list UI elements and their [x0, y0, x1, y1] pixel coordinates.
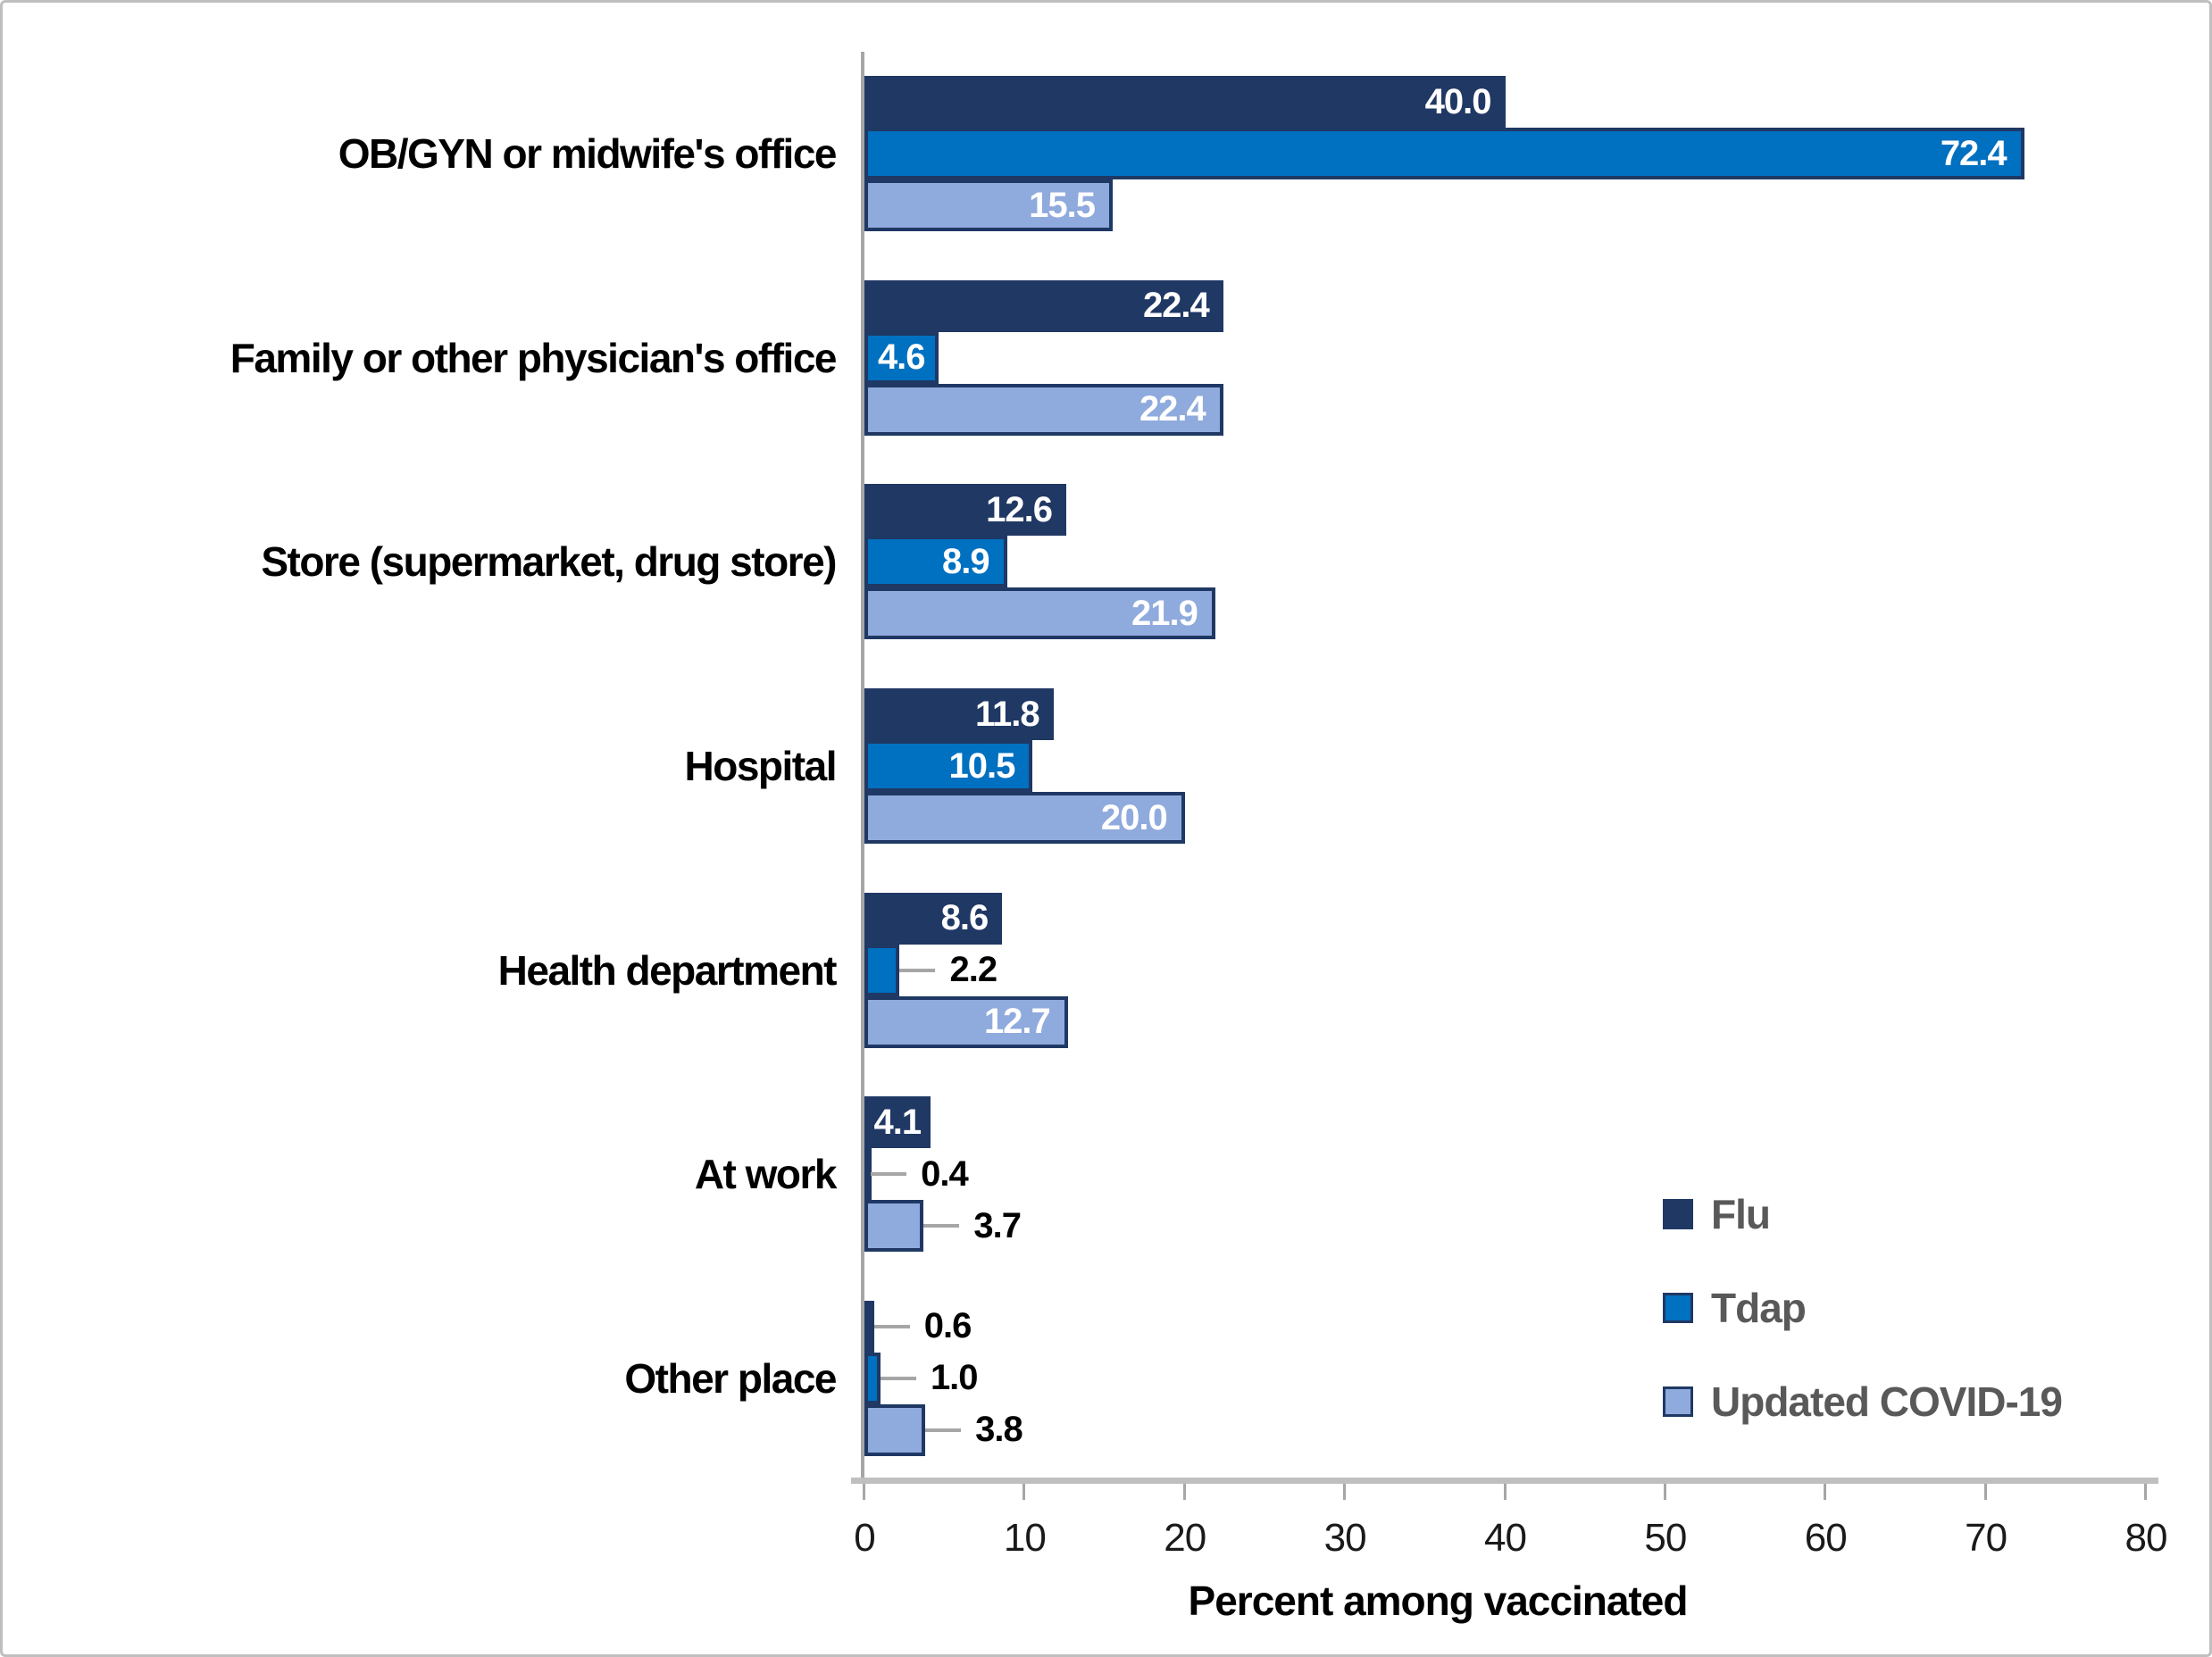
legend-item-updated-covid-19: Updated COVID-19 — [1663, 1377, 2063, 1427]
category-label-at-work: At work — [694, 1151, 838, 1198]
category-label-health-department: Health department — [497, 946, 838, 994]
updated-covid-19-value-label: 22.4 — [1139, 389, 1206, 429]
flu-value-label: 8.6 — [940, 898, 989, 938]
error-whisker — [923, 1224, 960, 1228]
legend-label: Tdap — [1711, 1285, 1807, 1331]
category-label-other-place: Other place — [624, 1354, 837, 1402]
category-label-store-supermarket-drug-store: Store (supermarket, drug store) — [261, 538, 837, 586]
legend-item-flu: Flu — [1663, 1189, 1771, 1239]
axis-tick — [1023, 1484, 1026, 1500]
flu-bar: 12.6 — [864, 484, 1066, 537]
axis-tick-label: 60 — [1804, 1516, 1848, 1560]
legend-swatch-icon — [1663, 1199, 1693, 1229]
x-axis-title: Percent among vaccinated — [1188, 1578, 1689, 1624]
updated-covid-19-bar: 21.9 — [864, 587, 1215, 640]
axis-tick-label: 30 — [1323, 1516, 1367, 1560]
axis-tick-label: 70 — [1965, 1516, 2007, 1560]
legend-label: Flu — [1711, 1191, 1771, 1237]
updated-covid-19-value-label: 12.7 — [983, 1002, 1051, 1042]
flu-value-label: 40.0 — [1424, 81, 1492, 121]
axis-tick-label: 50 — [1644, 1516, 1687, 1560]
flu-bar: 11.8 — [864, 688, 1054, 740]
error-whisker — [871, 1172, 907, 1177]
axis-tick-label: 20 — [1164, 1516, 1206, 1560]
flu-value-label: 12.6 — [986, 489, 1053, 529]
axis-tick — [1824, 1484, 1827, 1500]
flu-bar: 8.6 — [864, 892, 1003, 945]
axis-tick — [1182, 1484, 1186, 1500]
axis-tick — [2144, 1484, 2147, 1500]
updated-covid-19-bar: 22.4 — [864, 383, 1223, 436]
tdap-bar: 72.4 — [864, 128, 2024, 180]
category-label-hospital: Hospital — [684, 743, 838, 789]
axis-tick-label: 10 — [1003, 1516, 1047, 1560]
tdap-value-label: 4.6 — [877, 337, 926, 378]
flu-bar: 40.0 — [864, 76, 1506, 129]
axis-tick — [1503, 1484, 1507, 1500]
bar-chart: 0 10 20 30 40 50 60 70 80 40.0 72.4 15.5 22.4 4.6 22.… — [3, 3, 2209, 1654]
updated-covid-19-value-label: 21.9 — [1131, 593, 1198, 633]
legend-swatch-icon — [1663, 1386, 1693, 1417]
category-label-ob-gyn-or-midwife-s-office: OB/GYN or midwife's office — [338, 130, 838, 178]
tdap-bar — [864, 1148, 872, 1201]
updated-covid-19-value-label: 20.0 — [1100, 797, 1168, 837]
tdap-value-label: 72.4 — [1940, 133, 2007, 173]
updated-covid-19-bar — [864, 1403, 926, 1456]
tdap-bar: 10.5 — [864, 740, 1033, 792]
flu-value-label: 22.4 — [1142, 286, 1210, 326]
axis-tick — [1983, 1484, 1987, 1500]
flu-value-label: 0.6 — [923, 1306, 972, 1346]
error-whisker — [899, 968, 936, 972]
tdap-bar — [864, 944, 900, 996]
error-whisker — [873, 1324, 910, 1328]
axis-tick-label: 0 — [854, 1516, 875, 1560]
flu-bar — [864, 1300, 874, 1353]
flu-value-label: 11.8 — [975, 694, 1040, 734]
tdap-bar — [864, 1352, 881, 1404]
tdap-value-label: 0.4 — [921, 1153, 969, 1194]
error-whisker — [925, 1428, 962, 1432]
updated-covid-19-bar — [864, 1200, 924, 1253]
axis-tick — [1663, 1484, 1666, 1500]
error-whisker — [880, 1376, 916, 1380]
tdap-value-label: 10.5 — [948, 745, 1015, 786]
category-label-family-or-other-physician-s-office: Family or other physician's office — [230, 334, 838, 381]
axis-tick — [863, 1484, 865, 1500]
updated-covid-19-bar: 12.7 — [864, 995, 1068, 1048]
tdap-value-label: 1.0 — [930, 1358, 979, 1398]
flu-bar: 22.4 — [864, 279, 1223, 332]
legend-label: Updated COVID-19 — [1711, 1378, 2063, 1425]
updated-covid-19-value-label: 15.5 — [1029, 185, 1096, 225]
legend-swatch-icon — [1663, 1293, 1693, 1323]
flu-value-label: 4.1 — [873, 1102, 922, 1142]
axis-tick — [1343, 1484, 1347, 1500]
tdap-value-label: 8.9 — [942, 541, 990, 581]
tdap-value-label: 2.2 — [949, 950, 997, 990]
y-axis-line — [861, 52, 864, 1480]
flu-bar: 4.1 — [864, 1096, 931, 1149]
tdap-bar: 8.9 — [864, 536, 1007, 588]
axis-tick-label: 80 — [2124, 1516, 2168, 1560]
axis-tick-label: 40 — [1484, 1516, 1527, 1560]
legend-item-tdap: Tdap — [1663, 1283, 1807, 1333]
tdap-bar: 4.6 — [864, 331, 939, 384]
updated-covid-19-bar: 20.0 — [864, 792, 1185, 844]
updated-covid-19-bar: 15.5 — [864, 179, 1114, 232]
x-axis-line — [851, 1478, 2158, 1484]
updated-covid-19-value-label: 3.8 — [975, 1410, 1023, 1450]
updated-covid-19-value-label: 3.7 — [973, 1205, 1022, 1245]
